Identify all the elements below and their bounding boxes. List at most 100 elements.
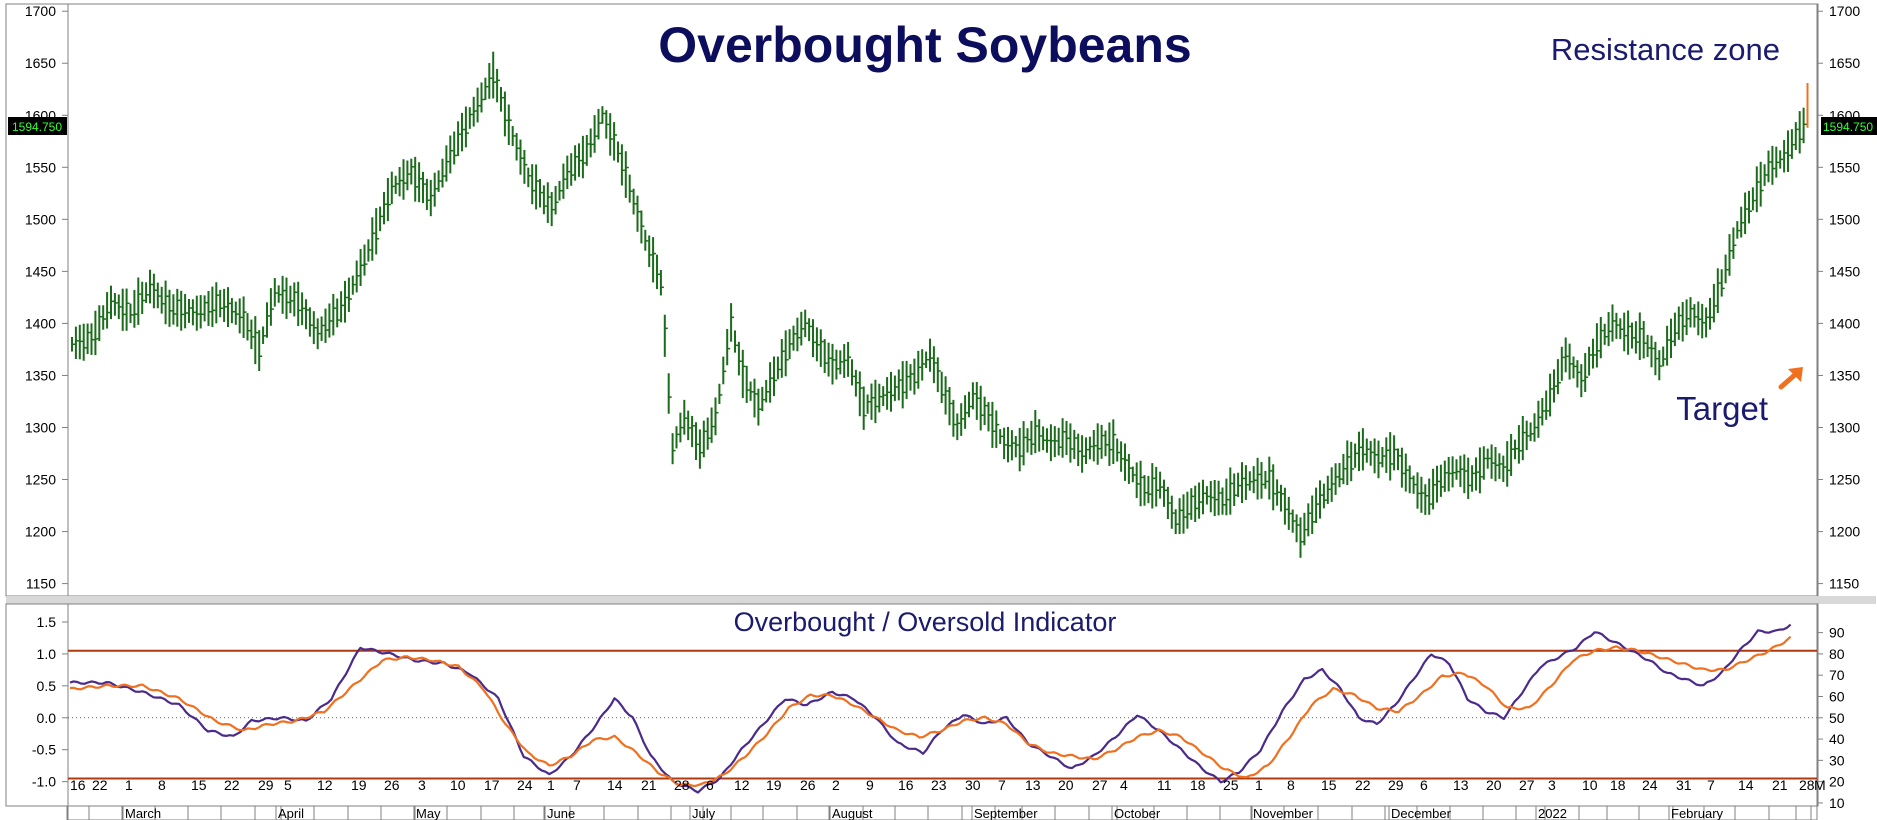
price-bar: [230, 298, 235, 324]
date-tick-label: 22: [1355, 777, 1371, 793]
price-bar: [1049, 424, 1054, 462]
indicator-panel-frame: [5, 603, 1819, 807]
price-bar: [367, 239, 372, 262]
date-tick-label: 9: [866, 777, 874, 793]
price-bar: [1346, 440, 1351, 486]
price-bar: [250, 319, 255, 350]
price-bar: [1436, 465, 1440, 503]
price-bar: [336, 298, 341, 328]
date-tick-label: 3: [1548, 777, 1556, 793]
price-bar: [1603, 323, 1608, 345]
price-bar: [718, 383, 723, 404]
price-bar: [1759, 161, 1764, 207]
price-bar: [827, 342, 832, 377]
month-label: July: [692, 806, 716, 820]
price-bar: [1260, 462, 1265, 499]
price-bar: [1151, 463, 1156, 509]
price-bar: [890, 371, 894, 412]
indicator-lines: [69, 623, 1792, 794]
price-bar: [1315, 487, 1320, 524]
price-bar: [605, 110, 610, 139]
price-bar: [1693, 304, 1698, 328]
price-bar: [851, 359, 855, 386]
price-bar: [1244, 465, 1249, 500]
price-bar: [1100, 424, 1105, 459]
price-bar: [1163, 479, 1167, 507]
price-bar: [1283, 487, 1288, 525]
price-bar: [1042, 426, 1047, 451]
price-bar: [371, 217, 376, 261]
price-bar: [1553, 369, 1557, 403]
price-bar: [796, 317, 801, 352]
price-bar: [1631, 322, 1635, 349]
price-bar: [1295, 514, 1300, 543]
price-bar: [1397, 448, 1401, 471]
price-bar: [1280, 484, 1284, 512]
price-bar: [1198, 482, 1203, 519]
price-bar: [1475, 457, 1479, 491]
price-bar: [558, 180, 563, 201]
price-bar: [940, 371, 945, 403]
price-bar: [1038, 419, 1043, 452]
price-bar: [254, 316, 259, 365]
price-bar: [1354, 443, 1359, 468]
price-bar: [258, 330, 263, 371]
price-bar: [1634, 321, 1639, 354]
price-bar: [1229, 467, 1234, 515]
date-tick-label: 27: [1519, 777, 1535, 793]
price-bar: [1498, 453, 1503, 479]
price-bar: [98, 305, 103, 342]
price-tick-label-left: 1400: [25, 315, 56, 331]
price-bar: [1085, 437, 1089, 464]
price-bar: [1065, 420, 1070, 455]
price-bar: [312, 311, 317, 345]
price-bar: [624, 151, 629, 198]
price-bar: [1202, 479, 1206, 515]
price-bar: [1728, 234, 1733, 276]
price-bar: [1361, 428, 1366, 471]
price-bar: [406, 160, 411, 191]
date-tick-label: 24: [1642, 777, 1658, 793]
price-bar: [1342, 453, 1347, 485]
price-bar: [1720, 269, 1725, 297]
price-bar: [301, 292, 306, 326]
date-tick-label: 24: [517, 777, 533, 793]
price-bar: [113, 293, 118, 316]
price-bar: [1046, 428, 1050, 453]
price-bar: [379, 206, 384, 232]
price-bar: [734, 330, 738, 353]
price-bar: [585, 134, 590, 166]
price-bar: [1276, 479, 1281, 506]
price-bar: [819, 329, 824, 367]
price-bar: [1607, 312, 1612, 347]
price-bar: [1447, 456, 1452, 492]
price-bar: [227, 287, 231, 328]
price-bar: [429, 179, 434, 217]
price-bar: [964, 395, 969, 429]
price-bar: [609, 113, 614, 156]
price-bar: [975, 381, 980, 420]
last-price-tag-left: 1594.750: [12, 120, 62, 134]
price-tick-label-left: 1200: [25, 524, 56, 540]
price-bar: [815, 327, 820, 362]
price-bar: [1451, 456, 1456, 488]
price-bar: [1217, 480, 1222, 516]
price-bar: [94, 310, 99, 356]
month-label: October: [1114, 806, 1161, 820]
price-bar: [1303, 512, 1308, 546]
price-bar: [1779, 150, 1784, 169]
price-bar: [121, 288, 126, 331]
price-panel-frame: [5, 3, 1819, 597]
price-bar: [1697, 301, 1702, 336]
price-tick-label-right: 1200: [1829, 524, 1860, 540]
target-arrow-icon: [1778, 367, 1803, 390]
price-bar: [519, 139, 524, 175]
price-bar: [1533, 413, 1538, 442]
price-bar: [1732, 227, 1737, 259]
price-bar: [1615, 312, 1620, 339]
price-bar: [1510, 433, 1515, 476]
price-bar: [285, 277, 290, 319]
price-bar: [617, 141, 621, 163]
price-tick-label-left: 1300: [25, 419, 56, 435]
date-tick-label: 1: [125, 777, 133, 793]
